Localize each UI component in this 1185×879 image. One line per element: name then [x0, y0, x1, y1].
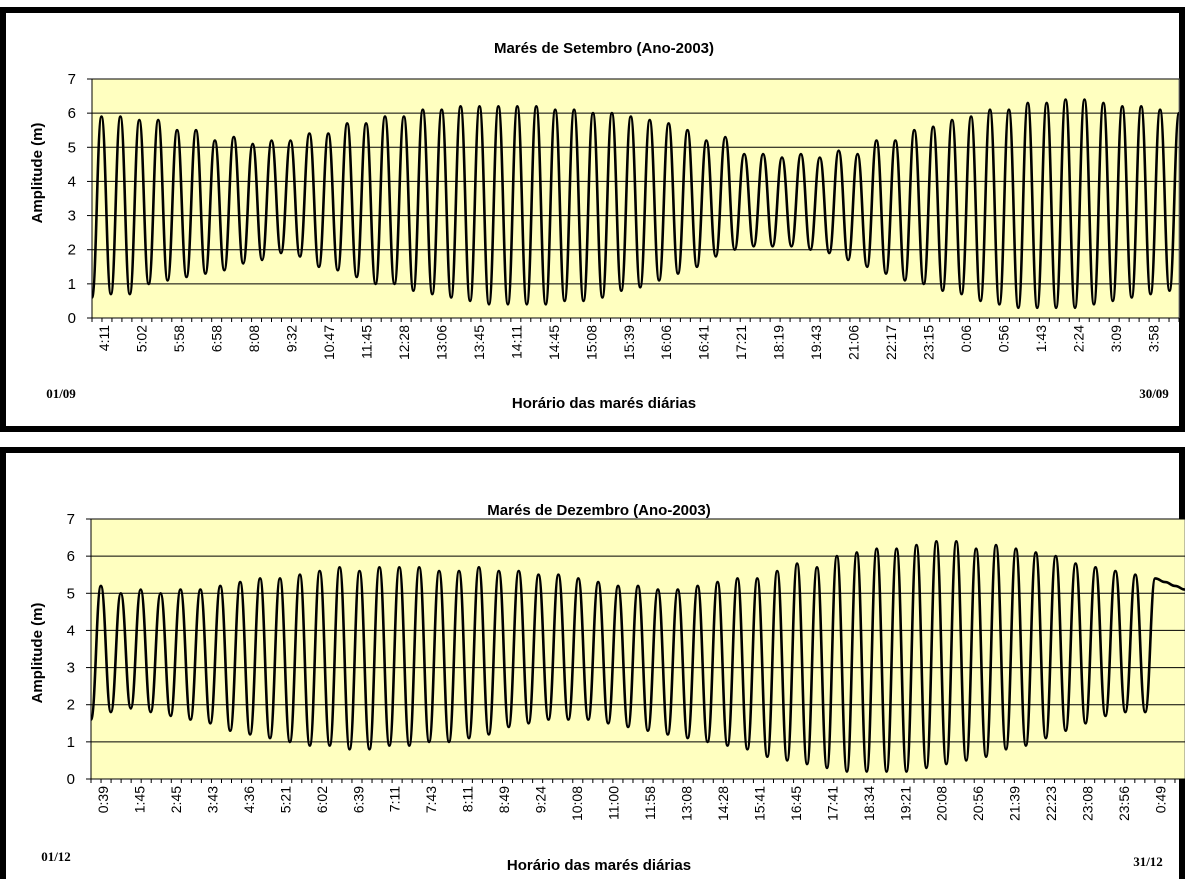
x-tick-label: 1:43 — [1033, 325, 1049, 352]
december-tide-chart: Marés de Dezembro (Ano-2003) Amplitude (… — [29, 502, 1185, 874]
y-tick-label: 6 — [68, 105, 76, 122]
x-tick-label: 3:58 — [1146, 325, 1162, 352]
x-tick-label: 23:56 — [1116, 786, 1132, 821]
x-tick-label: 0:39 — [95, 786, 111, 813]
x-tick-label: 9:32 — [283, 325, 299, 352]
x-tick-label: 7:43 — [423, 786, 439, 813]
x-tick-label: 14:45 — [546, 325, 562, 360]
x-tick-label: 20:56 — [970, 786, 986, 821]
x-tick-label: 5:58 — [171, 325, 187, 352]
chart-title: Marés de Setembro (Ano-2003) — [494, 40, 714, 57]
tide-series-line — [89, 540, 1185, 773]
x-tick-label: 12:28 — [396, 325, 412, 360]
x-tick-label: 2:45 — [168, 786, 184, 813]
x-tick-label: 3:43 — [204, 786, 220, 813]
x-tick-label: 4:36 — [241, 786, 257, 813]
x-tick-label: 21:06 — [846, 325, 862, 360]
x-tick-label: 14:11 — [508, 325, 524, 359]
december-chart-panel: Marés de Dezembro (Ano-2003) Amplitude (… — [0, 447, 1185, 879]
y-tick-label: 5 — [67, 585, 75, 602]
x-tick-label: 9:24 — [533, 786, 549, 813]
x-tick-label: 2:24 — [1071, 325, 1087, 352]
x-tick-label: 5:02 — [134, 325, 150, 352]
x-tick-label: 8:49 — [496, 786, 512, 813]
start-date-label: 01/12 — [41, 849, 71, 864]
y-axis-title: Amplitude (m) — [29, 123, 46, 224]
y-tick-label: 5 — [68, 139, 76, 156]
x-tick-label: 5:21 — [277, 786, 293, 813]
x-tick-label: 13:45 — [471, 325, 487, 360]
september-chart-panel: Marés de Setembro (Ano-2003) Amplitude (… — [0, 7, 1185, 432]
y-tick-label: 1 — [68, 276, 76, 293]
y-tick-label: 4 — [67, 622, 75, 639]
x-tick-label: 17:41 — [824, 786, 840, 821]
start-date-label: 01/09 — [46, 386, 76, 401]
x-tick-label: 21:39 — [1007, 786, 1023, 821]
y-tick-label: 7 — [68, 71, 76, 88]
x-tick-label: 16:41 — [696, 325, 712, 360]
x-tick-label: 18:34 — [861, 786, 877, 821]
x-tick-label: 23:15 — [921, 325, 937, 360]
x-tick-label: 6:58 — [208, 325, 224, 352]
x-axis-title: Horário das marés diárias — [507, 857, 691, 874]
x-tick-label: 10:47 — [321, 325, 337, 360]
x-tick-label: 15:39 — [621, 325, 637, 360]
x-tick-label: 15:08 — [583, 325, 599, 360]
x-tick-label: 11:45 — [358, 325, 374, 359]
y-tick-label: 2 — [67, 697, 75, 714]
x-tick-label: 20:08 — [934, 786, 950, 821]
y-tick-label: 0 — [68, 310, 76, 327]
tide-series-line — [90, 98, 1181, 310]
x-tick-label: 11:58 — [642, 786, 658, 820]
y-tick-label: 2 — [68, 242, 76, 259]
x-tick-label: 19:43 — [808, 325, 824, 360]
x-tick-label: 23:08 — [1080, 786, 1096, 821]
y-tick-label: 0 — [67, 771, 75, 788]
x-tick-label: 3:09 — [1108, 325, 1124, 352]
chart-title: Marés de Dezembro (Ano-2003) — [487, 502, 710, 519]
x-tick-label: 22:23 — [1043, 786, 1059, 821]
x-tick-label: 19:21 — [897, 786, 913, 821]
plot-area — [90, 518, 1185, 780]
x-tick-label: 8:11 — [460, 786, 476, 812]
y-axis-title: Amplitude (m) — [29, 603, 46, 704]
x-tick-label: 16:45 — [788, 786, 804, 821]
y-tick-label: 6 — [67, 548, 75, 565]
x-tick-label: 14:28 — [715, 786, 731, 821]
y-tick-label: 3 — [68, 208, 76, 225]
x-tick-label: 10:08 — [569, 786, 585, 821]
x-tick-label: 4:11 — [96, 325, 112, 351]
x-tick-label: 0:06 — [958, 325, 974, 352]
y-tick-label: 1 — [67, 734, 75, 751]
x-tick-label: 18:19 — [771, 325, 787, 360]
x-tick-label: 17:21 — [733, 325, 749, 360]
x-tick-label: 7:11 — [387, 786, 403, 812]
end-date-label: 30/09 — [1139, 386, 1169, 401]
x-axis-title: Horário das marés diárias — [512, 395, 696, 412]
x-tick-label: 8:08 — [246, 325, 262, 352]
end-date-label: 31/12 — [1133, 854, 1163, 869]
x-tick-label: 0:56 — [996, 325, 1012, 352]
y-tick-label: 7 — [67, 511, 75, 528]
x-tick-label: 0:49 — [1153, 786, 1169, 813]
x-tick-label: 22:17 — [883, 325, 899, 360]
september-tide-chart: Marés de Setembro (Ano-2003) Amplitude (… — [29, 40, 1181, 412]
x-tick-label: 11:00 — [606, 786, 622, 820]
x-tick-label: 6:39 — [350, 786, 366, 813]
x-tick-label: 15:41 — [751, 786, 767, 821]
x-tick-label: 1:45 — [132, 786, 148, 813]
y-tick-label: 4 — [68, 173, 76, 190]
y-tick-label: 3 — [67, 660, 75, 677]
x-tick-label: 13:08 — [679, 786, 695, 821]
x-tick-label: 13:06 — [433, 325, 449, 360]
x-tick-label: 16:06 — [658, 325, 674, 360]
x-tick-label: 6:02 — [314, 786, 330, 813]
